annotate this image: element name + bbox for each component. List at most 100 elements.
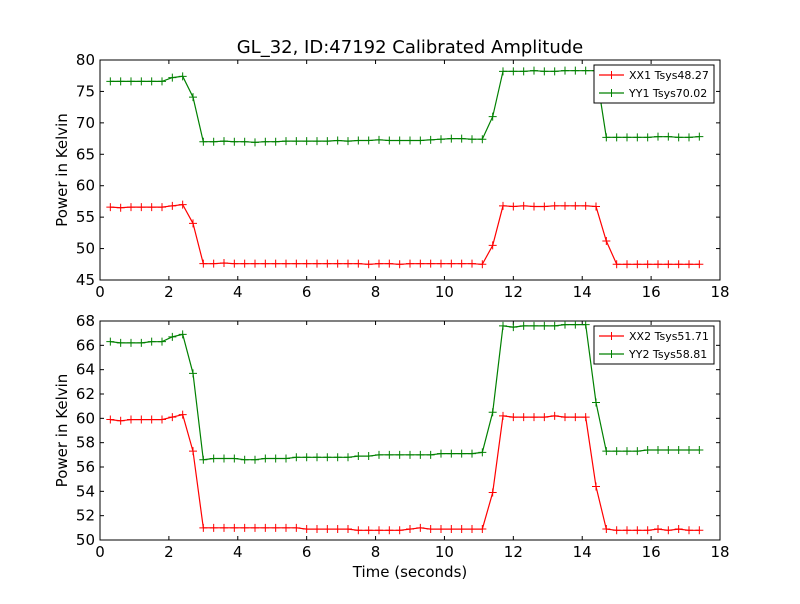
data-point [685,445,693,454]
data-point [209,454,218,463]
data-point [674,260,683,269]
data-point [509,323,518,332]
data-point [406,450,414,459]
data-point [685,133,693,142]
data-point [364,526,373,535]
data-point [178,330,187,339]
data-point [385,526,394,535]
data-point [540,202,549,211]
y-tick-label: 75 [76,82,95,100]
data-point [209,137,218,146]
data-point [189,93,197,102]
x-tick-label: 8 [371,283,381,301]
x-tick-label: 4 [233,283,243,301]
data-point [251,523,259,532]
data-point [282,137,290,146]
legend-label: XX1 Tsys48.27 [629,69,709,82]
data-point [623,447,631,456]
y-tick-label: 66 [76,336,95,354]
data-point [509,67,518,76]
x-tick-label: 12 [504,543,523,561]
data-point [168,201,177,210]
data-point [530,202,538,211]
data-point [251,138,259,147]
data-point [354,526,363,535]
data-point [426,135,435,144]
data-point [251,259,259,268]
legend-label: XX2 Tsys51.71 [629,330,709,343]
data-point [447,259,456,268]
y-tick-label: 50 [76,240,95,258]
data-point [116,77,125,86]
data-point [333,453,342,462]
data-point [581,201,590,210]
y-tick-label: 54 [76,482,95,500]
y-axis-label: Power in Kelvin [53,374,71,488]
data-point [416,523,425,532]
data-point [168,332,177,341]
legend-box [593,325,715,365]
data-point [633,133,642,142]
y-tick-label: 58 [76,434,95,452]
data-point [313,259,321,268]
y-tick-label: 55 [76,208,95,226]
data-point [158,203,166,212]
data-point [230,454,239,463]
legend-marker [607,89,616,97]
x-tick-label: 4 [233,543,243,561]
data-point [633,260,642,269]
data-point [230,259,239,268]
data-point [426,259,435,268]
data-point [189,369,197,378]
data-point [654,445,662,454]
x-tick-label: 0 [95,283,105,301]
y-tick-label: 70 [76,114,95,132]
data-point [478,525,487,534]
data-point [540,321,549,330]
data-point [540,67,549,76]
data-point [623,133,631,142]
data-point [385,450,394,459]
data-point [406,259,414,268]
data-point [561,201,569,210]
data-point [550,201,559,210]
data-point [189,447,197,456]
data-point [199,137,208,146]
y-tick-label: 62 [76,385,95,403]
data-point [137,77,146,86]
legend-marker [607,350,616,358]
data-point [271,454,280,463]
data-point [344,525,352,534]
data-point [292,259,301,268]
data-point [209,523,218,532]
data-point [437,525,445,534]
chart-title: GL_32, ID:47192 Calibrated Amplitude [237,37,584,58]
data-point [364,452,373,461]
data-point [571,321,580,329]
data-point [612,133,621,142]
data-point [695,526,704,535]
data-point [251,455,259,464]
data-point [323,137,332,146]
data-point [199,259,208,268]
data-point [447,449,456,458]
data-point [581,321,590,329]
data-point [633,447,642,456]
y-tick-label: 80 [76,51,95,69]
data-point [178,200,187,209]
data-point [623,526,631,535]
x-tick-label: 6 [302,283,312,301]
x-tick-label: 10 [435,283,454,301]
data-point [385,259,394,268]
data-point [581,66,590,75]
data-point [313,525,321,534]
data-point [674,445,683,454]
data-point [695,260,704,269]
data-point [468,449,476,458]
data-point [602,447,611,456]
data-point [612,260,621,269]
data-point [354,136,363,145]
data-point [416,450,425,459]
data-point [468,259,476,268]
